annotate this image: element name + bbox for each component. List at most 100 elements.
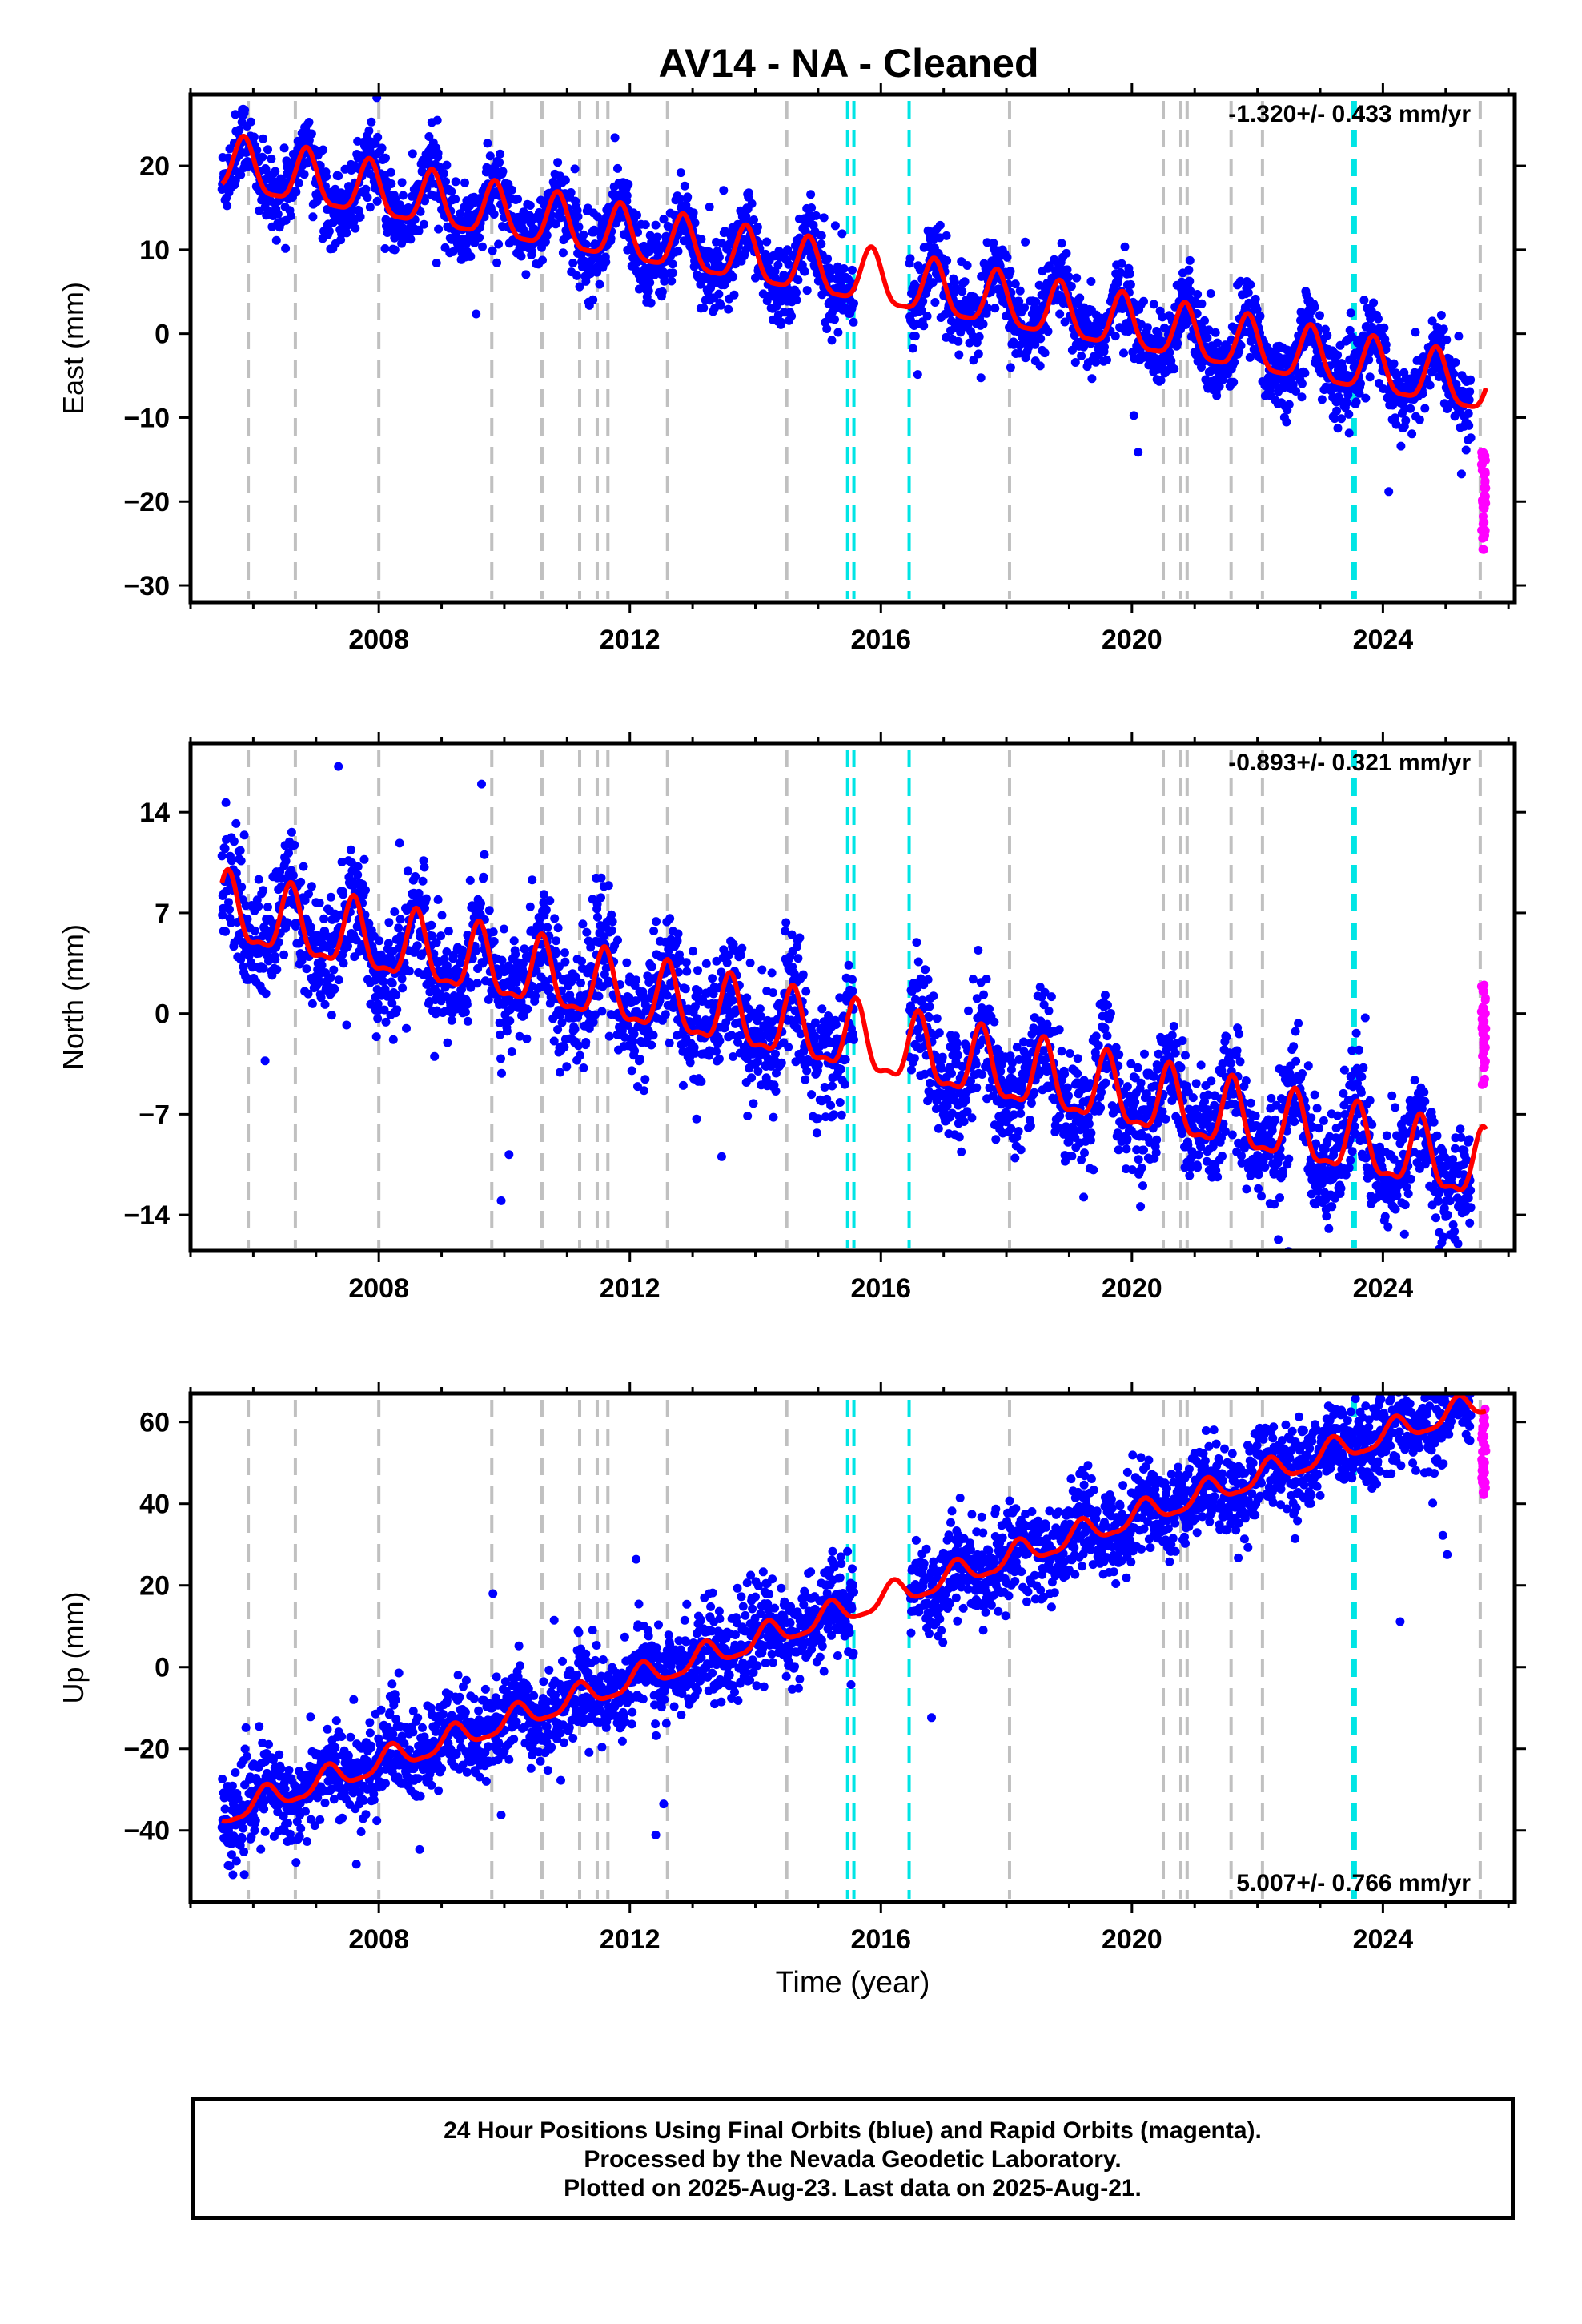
final-orbit-point <box>919 321 929 331</box>
final-orbit-point <box>460 1007 470 1017</box>
final-orbit-point <box>745 958 755 967</box>
final-orbit-point <box>579 1063 588 1072</box>
final-orbit-point <box>839 264 849 273</box>
final-orbit-point <box>521 270 531 279</box>
final-orbit-point <box>1333 424 1343 433</box>
final-orbit-point <box>837 1110 846 1120</box>
final-orbit-point <box>420 219 428 229</box>
final-orbit-point <box>907 1065 916 1075</box>
final-orbit-point <box>229 837 239 846</box>
final-orbit-point <box>830 315 839 324</box>
final-orbit-point <box>813 1060 823 1069</box>
final-orbit-point <box>971 1059 981 1069</box>
rapid-orbit-point <box>1479 545 1488 554</box>
final-orbit-point <box>224 898 233 907</box>
final-orbit-point <box>1086 277 1096 286</box>
final-orbit-point <box>947 1068 956 1078</box>
final-orbit-point <box>271 955 280 964</box>
final-orbit-point <box>918 296 928 306</box>
final-orbit-point <box>528 875 537 885</box>
rapid-orbit-point <box>1480 476 1490 486</box>
final-orbit-point <box>962 1096 971 1104</box>
final-orbit-point <box>849 299 858 308</box>
final-orbit-point <box>463 1016 472 1026</box>
final-orbit-point <box>1315 311 1324 320</box>
final-orbit-point <box>432 115 442 125</box>
final-orbit-point <box>651 220 661 230</box>
final-orbit-point <box>1365 372 1375 382</box>
final-orbit-point <box>1102 356 1111 364</box>
final-orbit-point <box>972 1083 982 1092</box>
final-orbit-point <box>544 984 554 994</box>
final-orbit-point <box>578 919 588 929</box>
final-orbit-point <box>811 211 821 220</box>
final-orbit-point <box>934 1028 944 1038</box>
final-orbit-point <box>1119 348 1128 358</box>
final-orbit-point <box>601 257 611 267</box>
final-orbit-point <box>705 202 714 211</box>
final-orbit-point <box>1356 379 1365 388</box>
final-orbit-point <box>958 287 967 296</box>
final-orbit-point <box>396 915 405 924</box>
final-orbit-point <box>1427 316 1437 326</box>
final-orbit-point <box>291 919 301 928</box>
final-orbit-point <box>669 268 678 278</box>
final-orbit-point <box>802 286 812 296</box>
final-orbit-point <box>283 918 291 927</box>
final-orbit-point <box>236 170 246 179</box>
final-orbit-point <box>1436 311 1446 320</box>
final-orbit-point <box>649 927 659 935</box>
final-orbit-point <box>930 298 940 307</box>
final-orbit-point <box>223 201 232 211</box>
final-orbit-point <box>978 320 988 329</box>
final-orbit-point <box>523 1004 532 1014</box>
final-orbit-point <box>982 238 992 247</box>
figure-title: AV14 - NA - Cleaned <box>658 41 1038 86</box>
final-orbit-point <box>390 245 400 255</box>
final-orbit-point <box>477 779 486 789</box>
final-orbit-point <box>579 230 588 239</box>
final-orbit-point <box>820 1083 829 1092</box>
final-orbit-point <box>935 233 945 243</box>
final-orbit-point <box>575 282 584 292</box>
final-orbit-point <box>516 251 526 261</box>
final-orbit-point <box>1364 355 1374 364</box>
final-orbit-point <box>645 231 655 240</box>
final-orbit-point <box>274 938 283 947</box>
final-orbit-point <box>1355 388 1364 398</box>
final-orbit-point <box>412 941 422 951</box>
final-orbit-point <box>1243 287 1253 297</box>
final-orbit-point <box>1425 380 1435 390</box>
final-orbit-point <box>1251 294 1260 304</box>
final-orbit-point <box>1347 332 1357 342</box>
final-orbit-point <box>574 222 584 231</box>
final-orbit-point <box>833 328 843 337</box>
final-orbit-point <box>433 895 443 904</box>
final-orbit-point <box>724 304 733 314</box>
final-orbit-point <box>379 977 388 987</box>
final-orbit-point <box>1344 428 1354 438</box>
final-orbit-point <box>714 1054 724 1063</box>
final-orbit-point <box>1185 255 1195 265</box>
final-orbit-point <box>552 936 561 946</box>
final-orbit-point <box>822 324 832 333</box>
final-orbit-point <box>329 965 339 975</box>
final-orbit-point <box>353 862 363 871</box>
final-orbit-point <box>807 203 817 212</box>
y-tick-label: 20 <box>139 151 170 182</box>
final-orbit-point <box>525 201 535 210</box>
final-orbit-point <box>640 220 650 230</box>
final-orbit-point <box>1139 296 1148 306</box>
final-orbit-point <box>624 179 633 189</box>
final-orbit-point <box>433 148 443 158</box>
final-orbit-point <box>1466 375 1476 384</box>
final-orbit-point <box>749 1099 758 1108</box>
final-orbit-point <box>218 911 227 920</box>
final-orbit-point <box>908 344 917 353</box>
y-tick-label: −20 <box>123 487 170 517</box>
final-orbit-point <box>588 295 598 304</box>
final-orbit-point <box>304 889 313 899</box>
final-orbit-point <box>414 227 424 235</box>
rapid-orbit-point <box>1480 504 1489 513</box>
